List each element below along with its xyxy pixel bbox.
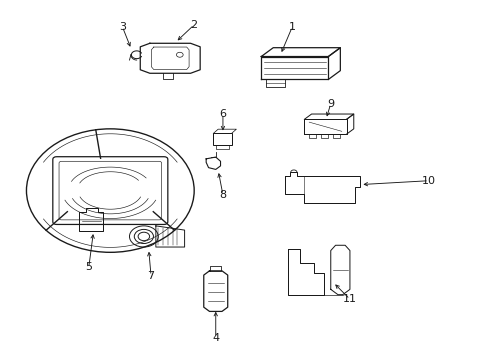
- Text: 8: 8: [219, 190, 226, 200]
- Text: 9: 9: [326, 99, 334, 109]
- Text: 10: 10: [421, 176, 435, 186]
- Text: 3: 3: [119, 22, 125, 32]
- Bar: [321, 134, 328, 138]
- Bar: [332, 134, 340, 138]
- Text: 7: 7: [147, 271, 154, 281]
- Bar: [213, 134, 231, 145]
- Bar: [308, 134, 316, 138]
- Text: 6: 6: [219, 109, 226, 119]
- Text: 5: 5: [85, 262, 92, 273]
- Text: 4: 4: [212, 333, 219, 343]
- Text: 1: 1: [288, 22, 295, 32]
- Text: 11: 11: [342, 294, 356, 304]
- Bar: [215, 145, 229, 149]
- Text: 2: 2: [190, 20, 197, 30]
